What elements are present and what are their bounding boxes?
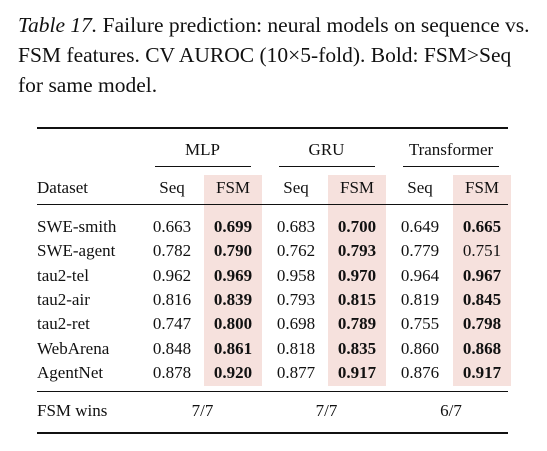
table-cell: 0.683	[276, 217, 316, 236]
column-header: FSM	[215, 178, 251, 197]
table-cell: 0.798	[462, 314, 502, 334]
table-cell: 0.958	[276, 265, 316, 285]
footer-cell: 7/7	[315, 401, 338, 420]
caption: Table 17. Failure prediction: neural mod…	[18, 10, 540, 100]
column-header: Seq	[159, 178, 185, 197]
fsm-shade	[453, 175, 511, 386]
footer-cell: 7/7	[191, 401, 214, 420]
table-cell: 0.877	[276, 362, 316, 382]
mid-rule	[37, 391, 508, 392]
footer-label: FSM wins	[37, 401, 108, 420]
table-cell: 0.698	[276, 314, 316, 334]
table-cell: 0.835	[337, 338, 377, 358]
table-cell: 0.848	[152, 338, 192, 358]
column-header: FSM	[464, 178, 500, 197]
table-cell: 0.815	[337, 289, 377, 309]
table-cell: 0.747	[152, 314, 192, 334]
footer-cell: 6/7	[440, 401, 462, 420]
table-cell: 0.917	[337, 362, 377, 382]
table-cell: 0.860	[400, 338, 440, 358]
group-rule	[278, 166, 375, 167]
dataset-name: WebArena	[37, 338, 110, 358]
table-cell: 0.962	[152, 265, 192, 285]
table-cell: 0.818	[276, 338, 316, 358]
table-cell: 0.868	[462, 338, 502, 358]
group-rule	[154, 166, 251, 167]
group-header: Transformer	[408, 140, 494, 159]
column-header: FSM	[339, 178, 375, 197]
caption-label: Table 17.	[18, 13, 98, 37]
group-header: MLP	[185, 140, 220, 159]
table-cell: 0.663	[152, 217, 192, 236]
table-cell: 0.700	[337, 217, 377, 236]
group-rule	[403, 166, 499, 167]
table-cell: 0.920	[213, 362, 253, 382]
table-cell: 0.789	[337, 314, 377, 334]
table-cell: 0.755	[400, 314, 440, 334]
fsm-shade	[204, 175, 262, 386]
dataset-name: SWE-agent	[37, 241, 116, 261]
table-cell: 0.819	[400, 289, 440, 309]
table-cell: 0.779	[400, 241, 440, 261]
table-cell: 0.751	[462, 241, 502, 261]
dataset-name: tau2-ret	[37, 314, 90, 334]
table-cell: 0.967	[462, 265, 502, 285]
table-cell: 0.793	[276, 289, 316, 309]
table-cell: 0.839	[213, 289, 253, 309]
table-cell: 0.876	[400, 362, 440, 382]
table-cell: 0.782	[152, 241, 192, 261]
top-rule	[37, 127, 508, 129]
table-cell: 0.699	[213, 217, 253, 236]
table-cell: 0.762	[276, 241, 316, 261]
table-cell: 0.964	[400, 265, 440, 285]
column-header: Seq	[407, 178, 433, 197]
table-cell: 0.790	[213, 241, 253, 261]
dataset-name: tau2-air	[37, 289, 90, 309]
table-cell: 0.878	[152, 362, 192, 382]
table-cell: 0.816	[152, 289, 192, 309]
table-cell: 0.969	[213, 265, 253, 285]
bottom-rule	[37, 432, 508, 434]
dataset-name: tau2-tel	[37, 265, 89, 285]
table-cell: 0.845	[462, 289, 502, 309]
caption-text: Failure prediction: neural models on seq…	[18, 13, 530, 97]
table-cell: 0.793	[337, 241, 377, 261]
dataset-name: SWE-smith	[37, 217, 117, 236]
table-cell: 0.665	[462, 217, 502, 236]
column-header: Dataset	[37, 178, 88, 197]
dataset-name: AgentNet	[37, 362, 104, 382]
table-cell: 0.970	[337, 265, 377, 285]
table-cell: 0.861	[213, 338, 253, 358]
mid-rule	[37, 204, 508, 205]
group-header: GRU	[308, 140, 345, 159]
column-header: Seq	[283, 178, 309, 197]
table-cell: 0.800	[213, 314, 253, 334]
table-cell: 0.917	[462, 362, 502, 382]
table-cell: 0.649	[400, 217, 440, 236]
fsm-shade	[328, 175, 386, 386]
